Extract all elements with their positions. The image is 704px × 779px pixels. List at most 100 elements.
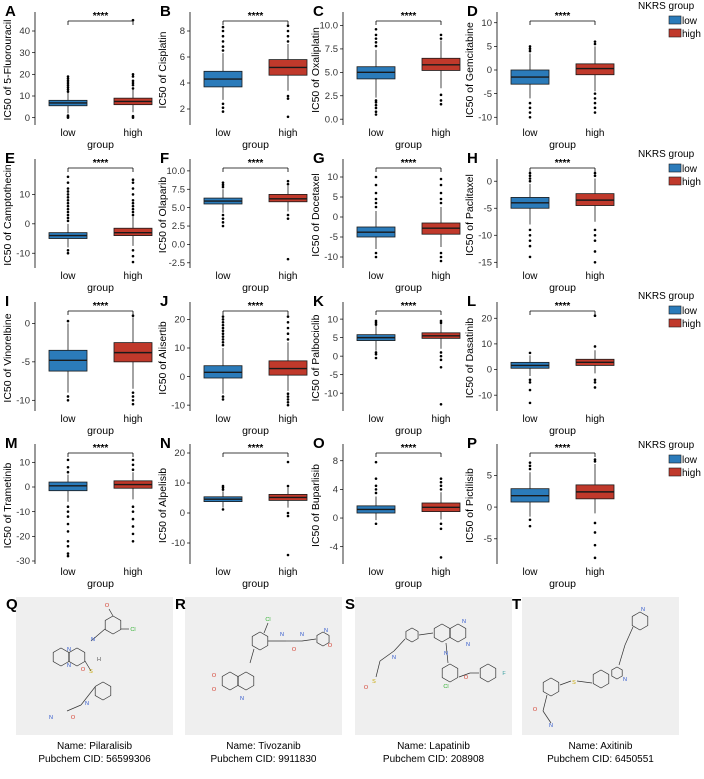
- box-high: [268, 24, 308, 119]
- outlier-point: [66, 539, 70, 543]
- ring-bond: [52, 647, 70, 667]
- outlier-point: [221, 488, 225, 491]
- outlier-point: [374, 460, 378, 464]
- outlier-point: [528, 524, 532, 528]
- bond: [542, 694, 548, 712]
- y-tick-label: 0: [487, 502, 492, 513]
- y-axis-label: IC50 of Olaparib: [157, 177, 169, 254]
- y-tick-label: -5: [484, 534, 492, 545]
- y-tick-label: -5: [484, 203, 492, 214]
- ring-bond: [237, 671, 255, 691]
- panel-p: P -5 0 5 IC50 of Pictilisib low high group ****: [464, 435, 615, 590]
- significance-label: ****: [401, 301, 417, 312]
- outlier-point: [221, 395, 225, 398]
- outlier-point: [528, 171, 532, 175]
- y-tick-label: 0: [487, 365, 492, 376]
- x-tick-label: low: [522, 414, 538, 425]
- y-axis-label: IC50 of Oxaliplatin: [310, 27, 322, 113]
- outlier-point: [66, 213, 70, 217]
- y-tick-label: 20: [174, 448, 185, 459]
- y-axis-label: IC50 of Vinorelbine: [2, 313, 14, 402]
- outlier-point: [374, 319, 378, 323]
- y-axis-label: IC50 of Alpelisib: [157, 468, 169, 543]
- outlier-point: [528, 47, 532, 51]
- bond: [418, 632, 434, 636]
- ring-bond: [433, 623, 451, 643]
- x-axis-label: group: [87, 139, 114, 151]
- ring-bond: [449, 623, 467, 643]
- ring-bond: [542, 677, 560, 697]
- y-tick-label: 5.0: [172, 203, 185, 214]
- outlier-point: [131, 81, 135, 85]
- outlier-point: [221, 102, 225, 106]
- x-tick-label: high: [432, 414, 451, 425]
- outlier-point: [131, 391, 135, 394]
- outlier-point: [439, 251, 443, 255]
- outlier-point: [221, 335, 225, 338]
- atom-label: N: [85, 701, 89, 707]
- outlier-point: [528, 467, 532, 471]
- legend-label-high: high: [682, 29, 701, 40]
- legend-label-high: high: [682, 468, 701, 479]
- outlier-point: [66, 88, 70, 91]
- outlier-point: [131, 73, 135, 76]
- outlier-point: [66, 544, 70, 548]
- y-tick-label: 0: [25, 113, 30, 124]
- outlier-point: [528, 351, 532, 355]
- outlier-point: [221, 49, 225, 52]
- x-tick-label: high: [279, 414, 298, 425]
- outlier-point: [528, 461, 532, 464]
- outlier-point: [131, 248, 135, 252]
- legend-row-4: NKRS group low high: [638, 440, 701, 479]
- outlier-point: [131, 181, 135, 184]
- outlier-point: [374, 27, 378, 31]
- outlier-point: [221, 343, 225, 347]
- x-axis-label: group: [549, 425, 576, 437]
- atom-label: N: [49, 715, 53, 721]
- outlier-point: [374, 175, 378, 179]
- legend-swatch-high: [668, 467, 682, 477]
- outlier-point: [286, 24, 290, 28]
- box-low: [203, 181, 243, 228]
- outlier-point: [374, 491, 378, 495]
- atom-label: N: [67, 663, 71, 669]
- legend-swatch-high: [668, 28, 682, 38]
- outlier-point: [286, 400, 290, 404]
- outlier-point: [374, 351, 378, 354]
- ring-bond: [251, 631, 269, 651]
- panel-n: N -10 0 10 20 IC50 of Alpelisib low high group **…: [157, 435, 308, 590]
- panel-letter: F: [160, 150, 169, 167]
- significance-label: ****: [93, 158, 109, 169]
- box-high: [575, 314, 615, 389]
- outlier-point: [221, 315, 225, 318]
- x-axis-label: group: [549, 139, 576, 151]
- x-tick-label: high: [586, 128, 605, 139]
- outlier-point: [593, 386, 597, 389]
- box-high: [268, 179, 308, 261]
- box-low: [48, 458, 88, 558]
- outlier-point: [374, 352, 378, 356]
- outlier-point: [593, 174, 597, 178]
- outlier-point: [66, 181, 70, 184]
- panel-letter: S: [345, 596, 355, 613]
- outlier-point: [131, 532, 135, 536]
- ring-bond: [316, 631, 330, 647]
- outlier-point: [221, 221, 225, 224]
- outlier-point: [221, 185, 225, 189]
- outlier-point: [66, 319, 70, 323]
- molecule-cid: Pubchem CID: 208908: [383, 754, 485, 765]
- outlier-point: [374, 477, 378, 480]
- atom-label: N: [91, 637, 95, 643]
- y-tick-label: 20: [481, 313, 492, 324]
- legend-title: NKRS group: [638, 1, 695, 12]
- legend-row-3: NKRS group low high: [638, 291, 701, 330]
- y-tick-label: 0: [333, 212, 338, 223]
- x-axis-label: group: [87, 578, 114, 590]
- outlier-point: [374, 106, 378, 110]
- outlier-point: [221, 29, 225, 33]
- outlier-point: [374, 103, 378, 107]
- x-tick-label: low: [368, 128, 384, 139]
- x-tick-label: low: [522, 271, 538, 282]
- panel-d: D -10 -5 0 5 10 IC50 of Gemcitabine low high grou…: [464, 3, 615, 151]
